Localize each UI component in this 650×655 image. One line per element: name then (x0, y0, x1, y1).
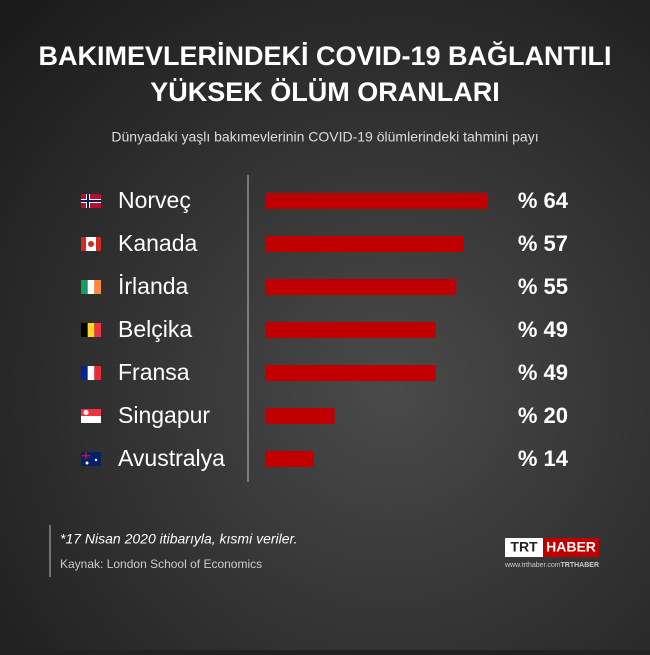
bar (265, 365, 436, 381)
value-label: % 49 (518, 360, 568, 385)
flag (81, 194, 101, 208)
flag-part (81, 366, 88, 380)
flag-part (85, 461, 89, 465)
flag-part (81, 409, 101, 416)
flag-part (94, 323, 102, 337)
category-label: Belçika (118, 316, 192, 342)
website: www.trthaber.com (504, 562, 561, 569)
flag (81, 366, 102, 380)
flag-part (87, 323, 95, 337)
flag-part (81, 237, 86, 251)
flag-part (87, 366, 95, 380)
flag-part (96, 237, 101, 251)
bar (265, 408, 335, 424)
flag-part (83, 410, 89, 415)
category-label: Avustralya (118, 445, 225, 471)
flag-part (88, 241, 94, 247)
category-label: Fransa (118, 359, 190, 385)
category-label: Norveç (118, 187, 191, 213)
value-label: % 14 (518, 446, 569, 471)
bar (265, 236, 464, 252)
category-label: Kanada (118, 230, 198, 256)
bar (265, 193, 488, 209)
flag-part (81, 323, 88, 337)
flag-part (94, 458, 98, 462)
flag-part (81, 200, 101, 202)
value-label: % 55 (518, 274, 568, 299)
logo-text: HABER (546, 539, 596, 555)
logo-box (505, 538, 543, 557)
bar (265, 322, 436, 338)
flag-part (94, 366, 102, 380)
subtitle: Dünyadaki yaşlı bakımevlerinin COVID-19 … (111, 129, 538, 145)
social: TRTHABER (561, 562, 600, 569)
category-label: İrlanda (118, 273, 189, 299)
flag (81, 237, 101, 251)
value-label: % 49 (518, 317, 568, 342)
flag (81, 323, 102, 337)
logo-box (543, 538, 599, 557)
flag-part (87, 280, 95, 294)
flag (81, 280, 102, 294)
logo-text: TRT (510, 539, 538, 555)
bar (265, 279, 457, 295)
flag-part (94, 280, 102, 294)
flag-part (85, 452, 87, 459)
flag-part (81, 452, 101, 466)
value-label: % 57 (518, 231, 568, 256)
flag-part (81, 416, 101, 423)
flag-part (81, 280, 88, 294)
category-label: Singapur (118, 402, 210, 428)
bar (265, 451, 314, 467)
footnote: *17 Nisan 2020 itibarıyla, kısmi veriler… (60, 531, 298, 547)
flag (81, 452, 101, 466)
source: Kaynak: London School of Economics (60, 557, 262, 571)
value-label: % 64 (518, 188, 569, 213)
value-label: % 20 (518, 403, 568, 428)
title-line: YÜKSEK ÖLÜM ORANLARI (150, 77, 500, 107)
flag (81, 409, 101, 423)
title-line: BAKIMEVLERİNDEKİ COVID-19 BAĞLANTILI (38, 40, 611, 71)
